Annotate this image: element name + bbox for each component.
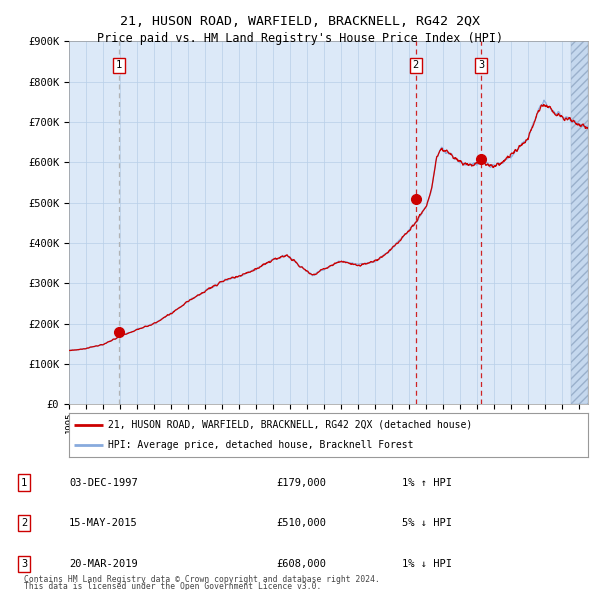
Text: 1% ↑ HPI: 1% ↑ HPI — [402, 478, 452, 487]
Text: 1% ↓ HPI: 1% ↓ HPI — [402, 559, 452, 569]
Text: This data is licensed under the Open Government Licence v3.0.: This data is licensed under the Open Gov… — [24, 582, 322, 590]
Text: 1: 1 — [116, 61, 122, 70]
Text: 15-MAY-2015: 15-MAY-2015 — [69, 519, 138, 528]
Text: £179,000: £179,000 — [276, 478, 326, 487]
Text: 3: 3 — [21, 559, 27, 569]
Text: 1: 1 — [21, 478, 27, 487]
Text: HPI: Average price, detached house, Bracknell Forest: HPI: Average price, detached house, Brac… — [108, 440, 413, 450]
Text: £510,000: £510,000 — [276, 519, 326, 528]
Text: 21, HUSON ROAD, WARFIELD, BRACKNELL, RG42 2QX: 21, HUSON ROAD, WARFIELD, BRACKNELL, RG4… — [120, 15, 480, 28]
Text: 5% ↓ HPI: 5% ↓ HPI — [402, 519, 452, 528]
Text: 21, HUSON ROAD, WARFIELD, BRACKNELL, RG42 2QX (detached house): 21, HUSON ROAD, WARFIELD, BRACKNELL, RG4… — [108, 420, 472, 430]
Text: Price paid vs. HM Land Registry's House Price Index (HPI): Price paid vs. HM Land Registry's House … — [97, 32, 503, 45]
Text: 03-DEC-1997: 03-DEC-1997 — [69, 478, 138, 487]
Text: 2: 2 — [21, 519, 27, 528]
Text: 3: 3 — [478, 61, 484, 70]
Text: 2: 2 — [412, 61, 419, 70]
Text: Contains HM Land Registry data © Crown copyright and database right 2024.: Contains HM Land Registry data © Crown c… — [24, 575, 380, 584]
Text: £608,000: £608,000 — [276, 559, 326, 569]
Text: 20-MAR-2019: 20-MAR-2019 — [69, 559, 138, 569]
